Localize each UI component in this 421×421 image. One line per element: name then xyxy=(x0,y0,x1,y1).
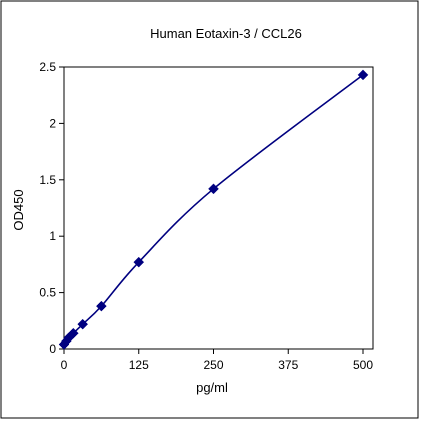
y-tick-label: 1 xyxy=(49,229,56,243)
y-tick-label: 2 xyxy=(49,116,56,130)
data-point-marker xyxy=(133,256,145,268)
x-tick-label: 0 xyxy=(61,358,68,372)
y-tick-label: 1.5 xyxy=(39,173,56,187)
x-tick-label: 500 xyxy=(353,358,373,372)
x-tick-label: 125 xyxy=(129,358,149,372)
x-axis-label: pg/ml xyxy=(196,380,228,395)
y-tick-label: 2.5 xyxy=(39,60,56,74)
y-tick-label: 0.5 xyxy=(39,286,56,300)
data-point-marker xyxy=(357,69,369,81)
data-points xyxy=(58,69,369,350)
chart-title: Human Eotaxin-3 / CCL26 xyxy=(150,26,302,41)
x-tick-label: 375 xyxy=(278,358,298,372)
y-axis: 0 0.5 1 1.5 2 2.5 xyxy=(39,60,64,356)
x-tick-label: 250 xyxy=(203,358,223,372)
data-point-marker xyxy=(67,327,79,339)
y-tick-label: 0 xyxy=(49,342,56,356)
plot-area xyxy=(63,66,374,350)
y-axis-label: OD450 xyxy=(11,189,26,230)
data-point-marker xyxy=(96,300,107,312)
x-axis: 0 125 250 375 500 xyxy=(61,349,373,372)
data-point-marker xyxy=(208,183,219,195)
plot-frame xyxy=(63,66,374,350)
data-point-marker xyxy=(77,318,89,330)
